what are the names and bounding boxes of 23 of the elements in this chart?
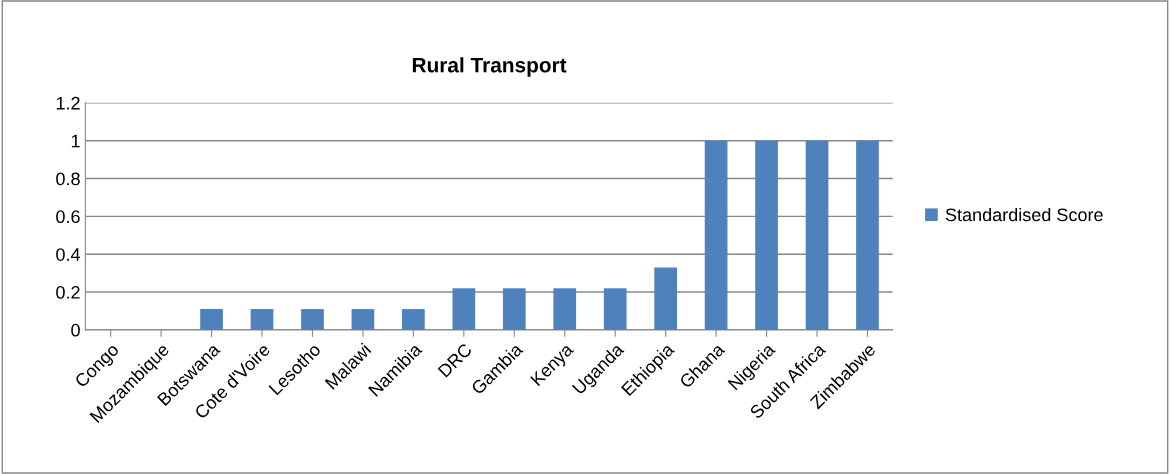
bar (654, 267, 678, 330)
bar (704, 140, 728, 330)
y-tick-label: 0 (71, 323, 80, 337)
bar (250, 309, 274, 330)
bar (200, 309, 223, 330)
bar (301, 309, 324, 330)
bar (805, 140, 829, 330)
bar (603, 288, 627, 330)
legend-label: Standardised Score (945, 207, 1103, 222)
bar (856, 140, 879, 330)
bar (755, 140, 778, 330)
y-tick-label: 0.8 (56, 172, 80, 186)
bar (452, 288, 476, 330)
bar (351, 309, 375, 330)
y-tick-label: 0.6 (56, 210, 80, 224)
bar (402, 309, 425, 330)
y-tick-label: 0.4 (56, 248, 81, 261)
y-tick-label: 1.2 (56, 96, 80, 110)
bar (553, 288, 577, 330)
chart-title: Rural Transport (412, 57, 567, 77)
y-tick-label: 1 (71, 134, 80, 148)
y-tick-label: 0.2 (56, 286, 80, 299)
bar (502, 288, 526, 330)
